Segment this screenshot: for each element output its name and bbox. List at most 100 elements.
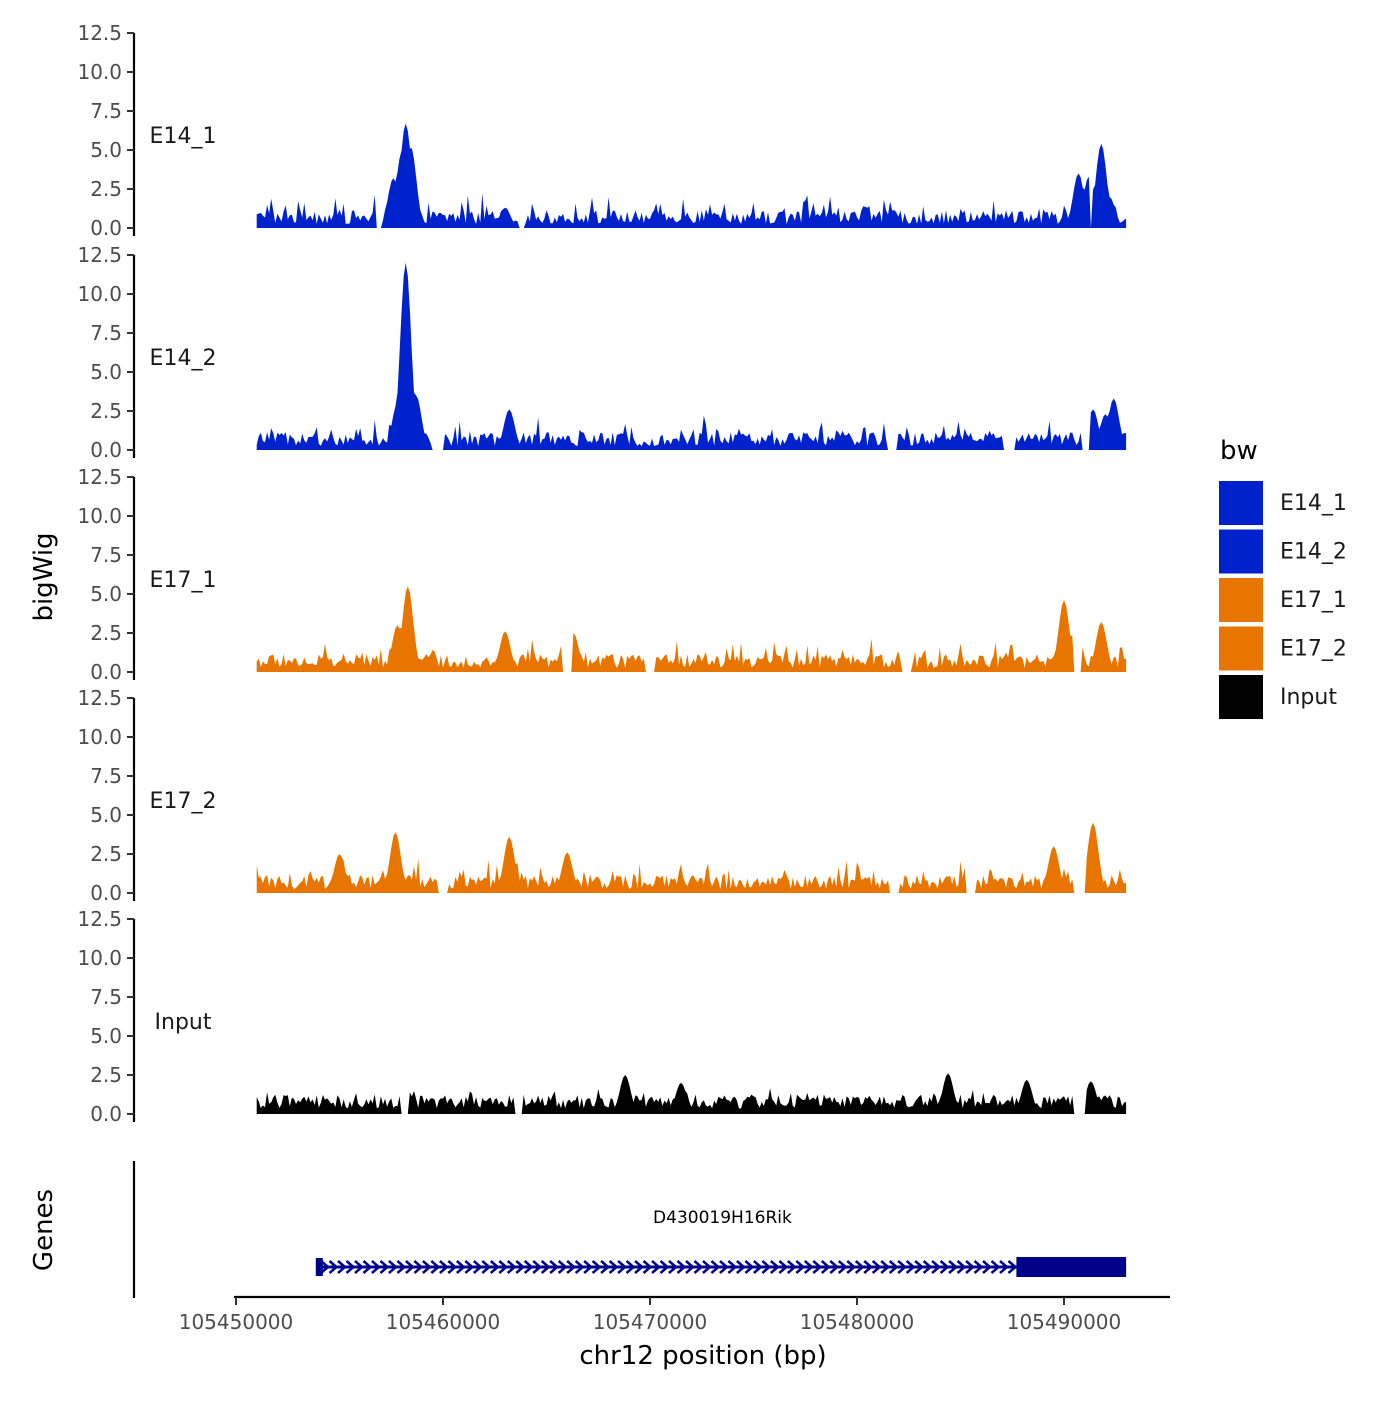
legend-swatch-E14_1 <box>1219 481 1263 525</box>
strand-arrow <box>888 1260 899 1274</box>
y-tick-label: 5.0 <box>90 1024 122 1048</box>
strand-arrow <box>753 1260 763 1274</box>
signal-area-E17_1 <box>256 586 1127 672</box>
legend-swatch-E17_2 <box>1219 626 1263 671</box>
strand-arrow <box>778 1260 789 1274</box>
strand-arrow <box>982 1260 992 1274</box>
y-tick-label: 2.5 <box>90 177 122 201</box>
y-tick-label: 7.5 <box>90 99 122 123</box>
legend-label-E17_2: E17_2 <box>1280 637 1347 662</box>
y-tick-label: 7.5 <box>90 764 122 788</box>
strand-arrow <box>388 1260 398 1274</box>
y-tick-label: 5.0 <box>90 582 122 606</box>
x-tick-label: 105480000 <box>800 1310 915 1334</box>
strand-arrow <box>455 1260 466 1274</box>
strand-arrow <box>990 1260 1001 1274</box>
strand-arrow <box>515 1260 526 1274</box>
strand-arrow <box>379 1260 390 1274</box>
legend-label-E14_2: E14_2 <box>1280 540 1347 565</box>
strand-arrow <box>320 1260 330 1274</box>
strand-arrow <box>634 1260 644 1274</box>
track-E17_1: 0.0 2.5 5.0 7.5 10.0 12.5 E17_1 <box>77 465 1127 684</box>
strand-arrow <box>922 1260 933 1274</box>
y-tick-label: 12.5 <box>77 686 122 710</box>
legend: bw E14_1 E14_2 E17_1 E17_2 Input <box>1219 436 1347 719</box>
strand-arrow <box>702 1260 712 1274</box>
y-tick-label: 7.5 <box>90 543 122 567</box>
strand-arrow <box>948 1260 958 1274</box>
strand-arrow <box>1007 1260 1018 1274</box>
y-tick-label: 12.5 <box>77 21 122 45</box>
strand-arrow <box>897 1260 908 1274</box>
strand-arrow <box>871 1260 882 1274</box>
strand-arrow <box>354 1260 364 1274</box>
track-E14_2: 0.0 2.5 5.0 7.5 10.0 12.5 E14_2 <box>77 243 1127 462</box>
strand-arrow <box>430 1260 441 1274</box>
strand-arrow <box>846 1260 857 1274</box>
track-E14_1: 0.0 2.5 5.0 7.5 10.0 12.5 E14_1 <box>77 21 1127 240</box>
strand-arrow <box>786 1260 797 1274</box>
gene-name-label: D430019H16Rik <box>653 1208 792 1228</box>
strand-arrow <box>719 1260 729 1274</box>
strand-arrow <box>668 1260 678 1274</box>
y-tick-label: 12.5 <box>77 907 122 931</box>
strand-arrow <box>710 1260 721 1274</box>
x-tick-label: 105490000 <box>1007 1310 1122 1334</box>
strand-arrow <box>931 1260 941 1274</box>
strand-arrow <box>396 1260 407 1274</box>
strand-arrow <box>744 1260 755 1274</box>
strand-arrow <box>371 1260 381 1274</box>
y-tick-label: 2.5 <box>90 399 122 423</box>
strand-arrow <box>498 1260 509 1274</box>
strand-arrow <box>642 1260 653 1274</box>
strand-arrow <box>812 1260 823 1274</box>
y-tick-label: 12.5 <box>77 465 122 489</box>
gene-thick-exon <box>1016 1257 1127 1277</box>
strand-arrow <box>540 1260 551 1274</box>
y-tick-label: 5.0 <box>90 138 122 162</box>
strand-arrow <box>557 1260 568 1274</box>
strand-arrow <box>506 1260 517 1274</box>
strand-arrow <box>337 1260 347 1274</box>
signal-area-E17_2 <box>256 822 1127 893</box>
strand-arrow <box>854 1260 865 1274</box>
strand-arrow <box>422 1260 432 1274</box>
strand-arrow <box>651 1260 661 1274</box>
x-tick-label: 105450000 <box>179 1310 294 1334</box>
track-label: Input <box>155 1010 212 1035</box>
y-tick-label: 10.0 <box>77 282 122 306</box>
strand-arrow <box>795 1260 806 1274</box>
strand-arrow <box>803 1260 814 1274</box>
strand-arrow <box>583 1260 594 1274</box>
strand-arrow <box>820 1260 831 1274</box>
strand-arrow <box>447 1260 458 1274</box>
strand-arrow <box>685 1260 695 1274</box>
strand-arrow <box>761 1260 772 1274</box>
strand-arrow <box>999 1260 1009 1274</box>
gene-panel: D430019H16Rik <box>132 1161 1127 1298</box>
legend-label-E17_1: E17_1 <box>1280 588 1347 613</box>
y-tick-label: 0.0 <box>90 216 122 240</box>
legend-label-Input: Input <box>1280 685 1337 710</box>
strand-arrow <box>693 1260 704 1274</box>
strand-arrow <box>549 1260 560 1274</box>
strand-arrow <box>608 1260 619 1274</box>
strand-arrow <box>863 1260 874 1274</box>
track-label: E14_2 <box>150 346 217 371</box>
y-tick-label: 12.5 <box>77 243 122 267</box>
strand-arrow <box>472 1260 483 1274</box>
strand-arrow <box>464 1260 475 1274</box>
track-E17_2: 0.0 2.5 5.0 7.5 10.0 12.5 E17_2 <box>77 686 1127 905</box>
strand-arrow <box>837 1260 848 1274</box>
legend-swatch-E17_1 <box>1219 578 1263 622</box>
track-Input: 0.0 2.5 5.0 7.5 10.0 12.5 Input <box>77 907 1127 1126</box>
strand-arrow <box>439 1260 449 1274</box>
legend-label-E14_1: E14_1 <box>1280 491 1347 516</box>
strand-arrow <box>770 1260 780 1274</box>
y-tick-label: 2.5 <box>90 1063 122 1087</box>
strand-arrow <box>345 1260 356 1274</box>
strand-arrow <box>574 1260 585 1274</box>
y-tick-label: 7.5 <box>90 985 122 1009</box>
